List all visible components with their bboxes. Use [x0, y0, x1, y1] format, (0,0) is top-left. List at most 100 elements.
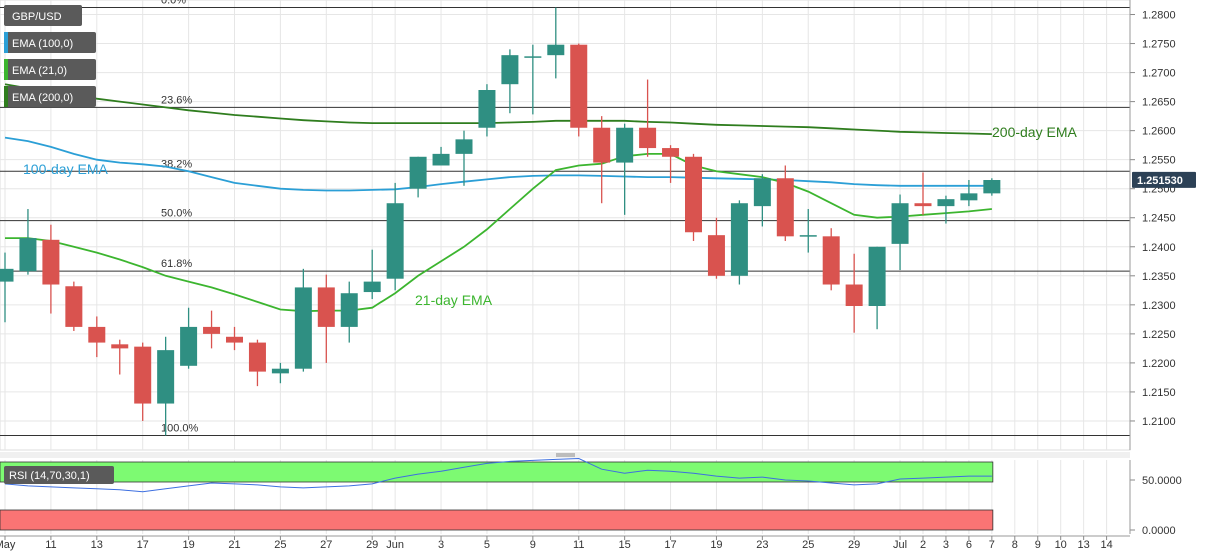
x-tick-label: 21	[228, 539, 240, 551]
x-tick-label: 13	[1078, 539, 1090, 551]
x-tick-label: Jun	[386, 539, 404, 551]
candle-body	[111, 344, 129, 349]
candle	[134, 342, 152, 421]
rsi-label: RSI (14,70,30,1)	[9, 470, 90, 482]
x-tick-label: 3	[438, 539, 444, 551]
candle-body	[203, 326, 221, 334]
candle-body	[226, 336, 243, 343]
candle-body	[248, 342, 266, 372]
candle	[570, 43, 588, 137]
candle	[822, 228, 840, 291]
candle-body	[730, 203, 748, 276]
y-tick-label: 1.2100	[1142, 416, 1176, 428]
x-tick-label: 25	[274, 539, 286, 551]
ema100-annotation: 100-day EMA	[23, 161, 108, 177]
candle	[386, 182, 404, 291]
x-tick-label: 19	[710, 539, 722, 551]
candle-body	[501, 55, 519, 85]
y-tick-label: 1.2150	[1142, 387, 1176, 399]
candle	[730, 200, 748, 285]
x-tick-label: 17	[137, 539, 149, 551]
y-tick-label: 1.2200	[1142, 358, 1176, 370]
candle-body	[868, 246, 886, 306]
candle	[501, 49, 519, 114]
candle	[88, 316, 106, 358]
candle-body	[914, 203, 932, 207]
candle-body	[0, 268, 14, 282]
pane-separator	[0, 452, 1130, 458]
candle-body	[707, 235, 725, 276]
candle-body	[157, 350, 175, 404]
y-tick-label: 1.2650	[1142, 97, 1176, 109]
legend-swatch	[4, 86, 8, 107]
candle	[432, 146, 450, 166]
legend-box	[4, 5, 82, 26]
candle	[845, 253, 863, 333]
x-tick-label: 6	[966, 539, 972, 551]
x-tick-label: 19	[182, 539, 194, 551]
price-axis: 1.2100 1.2150 1.2200 1.2250 1.2300 1.2350 1.24…	[1129, 0, 1196, 450]
candle	[65, 281, 83, 331]
candle-body	[685, 156, 702, 233]
candle	[616, 123, 634, 215]
candle-body	[432, 153, 450, 166]
x-tick-label: 11	[573, 539, 584, 551]
x-tick-label: 23	[756, 539, 768, 551]
candle-body	[455, 139, 473, 154]
candle-body	[386, 203, 404, 279]
candle	[753, 174, 771, 227]
candle	[662, 145, 680, 183]
candle	[271, 362, 289, 384]
x-tick-label: 29	[366, 539, 378, 551]
candle-body	[19, 238, 37, 272]
candle	[409, 156, 427, 198]
rsi-tick-label: 0.0000	[1142, 525, 1176, 537]
ema100-line	[4, 136, 992, 192]
x-tick-label: 15	[619, 539, 631, 551]
candle	[111, 339, 129, 375]
y-tick-label: 1.2750	[1142, 39, 1176, 51]
legend-swatch	[4, 32, 8, 53]
last-price-label: 1.251530	[1137, 175, 1183, 187]
grid-layer	[0, 0, 1131, 534]
y-tick-label: 1.2550	[1142, 155, 1176, 167]
rsi-panel: 0.0000 50.0000 RSI (14,70,30,1)	[0, 452, 1182, 537]
candle-body	[547, 44, 565, 56]
y-tick-label: 1.2250	[1142, 329, 1176, 341]
candle-body	[363, 281, 381, 293]
fib-label: 100.0%	[161, 422, 199, 434]
candle	[937, 195, 955, 224]
candle-body	[593, 127, 611, 163]
candle-body	[88, 326, 106, 343]
candle-body	[42, 239, 60, 285]
y-tick-label: 1.2300	[1142, 300, 1176, 312]
candle-body	[983, 180, 1001, 194]
y-tick-label: 1.2400	[1142, 242, 1176, 254]
candle-body	[753, 178, 771, 207]
ema-lines	[4, 83, 992, 313]
candle-body	[822, 236, 840, 285]
last-price-tag	[1132, 171, 1196, 188]
candle-body	[662, 148, 680, 157]
candle-body	[65, 286, 83, 327]
candlesticks	[0, 7, 1001, 436]
legend-swatch	[4, 59, 8, 80]
candle-body	[845, 284, 863, 306]
x-tick-label: 10	[1055, 539, 1067, 551]
candle	[983, 178, 1001, 196]
ema200-line	[4, 83, 992, 135]
legend-label: EMA (21,0)	[12, 65, 67, 77]
candle-body	[937, 199, 955, 207]
x-tick-label: 25	[802, 539, 814, 551]
candle	[524, 44, 542, 115]
x-tick-label: 9	[530, 539, 536, 551]
candle-body	[776, 178, 794, 237]
candle-body	[799, 235, 817, 237]
candle	[891, 194, 909, 270]
fib-label: 23.6%	[161, 94, 192, 106]
ema21-line	[5, 152, 992, 313]
legend-box	[4, 59, 96, 80]
candle-body	[891, 203, 909, 244]
legend-label: EMA (100,0)	[12, 38, 73, 50]
candle	[593, 116, 611, 204]
